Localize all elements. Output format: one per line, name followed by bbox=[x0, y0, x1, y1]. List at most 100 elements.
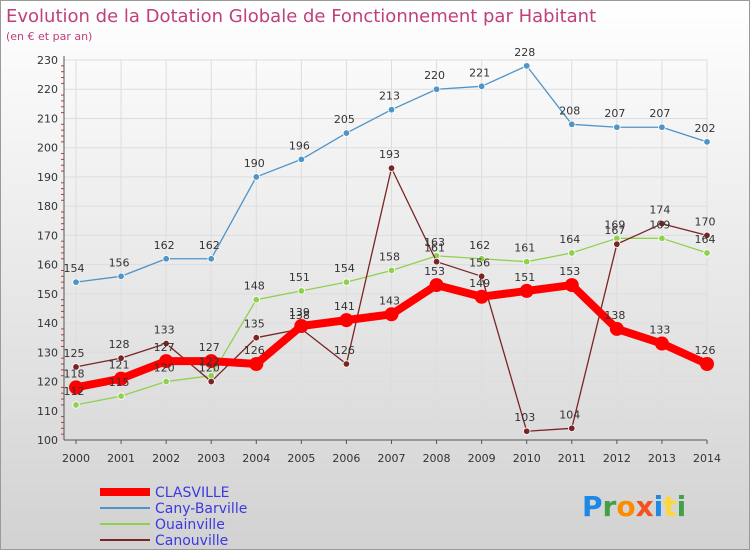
data-point bbox=[117, 354, 125, 362]
data-point bbox=[384, 307, 399, 322]
data-label: 162 bbox=[154, 239, 175, 252]
data-label: 164 bbox=[695, 233, 716, 246]
data-label: 174 bbox=[649, 204, 670, 217]
data-point bbox=[387, 266, 396, 275]
data-label: 104 bbox=[559, 408, 580, 421]
data-point bbox=[297, 155, 306, 164]
data-label: 220 bbox=[424, 69, 445, 82]
data-label: 139 bbox=[289, 306, 310, 319]
y-tick-label: 100 bbox=[37, 434, 58, 447]
data-label: 149 bbox=[469, 277, 490, 290]
data-label: 138 bbox=[289, 309, 310, 322]
x-tick-label: 2011 bbox=[558, 452, 586, 465]
x-tick-label: 2014 bbox=[693, 452, 721, 465]
data-label: 196 bbox=[289, 139, 310, 152]
chart-title: Evolution de la Dotation Globale de Fonc… bbox=[6, 6, 596, 27]
data-point bbox=[342, 360, 351, 368]
brand-letter: o bbox=[616, 490, 635, 523]
data-point bbox=[207, 255, 215, 263]
data-point bbox=[342, 129, 351, 137]
data-point bbox=[252, 173, 260, 181]
data-point bbox=[162, 377, 170, 386]
data-point bbox=[613, 240, 621, 248]
x-tick-label: 2004 bbox=[242, 452, 270, 465]
data-point bbox=[72, 363, 80, 371]
data-label: 151 bbox=[289, 271, 310, 284]
data-point bbox=[204, 354, 219, 369]
brand-letter: i bbox=[677, 490, 687, 523]
y-tick-label: 190 bbox=[37, 171, 58, 184]
y-tick-label: 140 bbox=[37, 317, 58, 330]
data-label: 127 bbox=[199, 341, 220, 354]
data-point bbox=[658, 123, 666, 131]
data-point bbox=[654, 336, 669, 351]
x-tick-label: 2006 bbox=[332, 452, 360, 465]
data-label: 228 bbox=[514, 46, 535, 59]
y-tick-label: 230 bbox=[37, 54, 58, 67]
brand-letter: r bbox=[603, 490, 617, 523]
data-point bbox=[432, 85, 441, 93]
x-tick-label: 2000 bbox=[62, 452, 90, 465]
x-tick-label: 2012 bbox=[603, 452, 631, 465]
data-point bbox=[568, 424, 576, 433]
data-point bbox=[568, 120, 576, 129]
data-point bbox=[117, 272, 125, 281]
data-point bbox=[609, 321, 624, 336]
axis-layer: 100 110 120 130 140 150 160 170 180 190 200 210 220 2… bbox=[37, 54, 721, 465]
brand-letter: t bbox=[663, 490, 676, 523]
chart-subtitle: (en € et par an) bbox=[6, 30, 92, 43]
data-point bbox=[159, 354, 174, 369]
data-label: 133 bbox=[649, 324, 670, 337]
data-point bbox=[114, 371, 129, 386]
legend-label: Canouville bbox=[155, 533, 228, 549]
y-tick-label: 220 bbox=[37, 83, 58, 96]
data-label: 221 bbox=[469, 66, 490, 79]
data-point bbox=[703, 231, 711, 240]
data-point bbox=[519, 283, 534, 298]
y-tick-label: 160 bbox=[37, 259, 58, 272]
data-point bbox=[564, 278, 579, 293]
data-point bbox=[613, 123, 621, 131]
data-label: 207 bbox=[649, 107, 670, 120]
data-label: 138 bbox=[604, 309, 625, 322]
data-point bbox=[297, 287, 306, 295]
data-label: 126 bbox=[334, 344, 355, 357]
data-point bbox=[523, 427, 531, 435]
x-tick-label: 2002 bbox=[152, 452, 180, 465]
data-point bbox=[342, 278, 351, 286]
data-point bbox=[207, 377, 215, 386]
data-label: 112 bbox=[64, 385, 85, 398]
data-label: 118 bbox=[64, 367, 85, 380]
data-label: 127 bbox=[154, 341, 175, 354]
x-tick-label: 2007 bbox=[378, 452, 406, 465]
data-label: 161 bbox=[514, 242, 535, 255]
data-label: 163 bbox=[424, 236, 445, 249]
data-label: 164 bbox=[559, 233, 580, 246]
legend-label: CLASVILLE bbox=[155, 485, 230, 501]
data-label: 154 bbox=[334, 262, 355, 275]
data-label: 153 bbox=[559, 265, 580, 278]
data-label: 128 bbox=[109, 338, 130, 351]
legend: CLASVILLECany-BarvilleOuainvilleCanouvil… bbox=[100, 485, 247, 549]
data-point bbox=[700, 357, 714, 371]
data-point bbox=[523, 257, 531, 266]
y-tick-label: 200 bbox=[37, 142, 58, 155]
data-point bbox=[474, 289, 489, 304]
data-label: 125 bbox=[64, 347, 85, 360]
data-point bbox=[432, 257, 441, 266]
x-tick-label: 2003 bbox=[197, 452, 225, 465]
data-label: 169 bbox=[649, 218, 670, 231]
data-point bbox=[339, 313, 354, 328]
data-label: 213 bbox=[379, 90, 400, 103]
data-label: 161 bbox=[424, 242, 445, 255]
data-label: 126 bbox=[244, 344, 265, 357]
data-point bbox=[523, 62, 531, 70]
data-label: 169 bbox=[604, 218, 625, 231]
data-label: 205 bbox=[334, 113, 355, 126]
data-label-layer: 118 121 127 127 126 139 141 143 153 149 151 153 138 1… bbox=[64, 46, 716, 424]
data-point bbox=[703, 249, 711, 257]
data-label: 156 bbox=[469, 256, 490, 269]
data-point bbox=[252, 295, 260, 304]
brand-letter: P bbox=[582, 490, 603, 523]
